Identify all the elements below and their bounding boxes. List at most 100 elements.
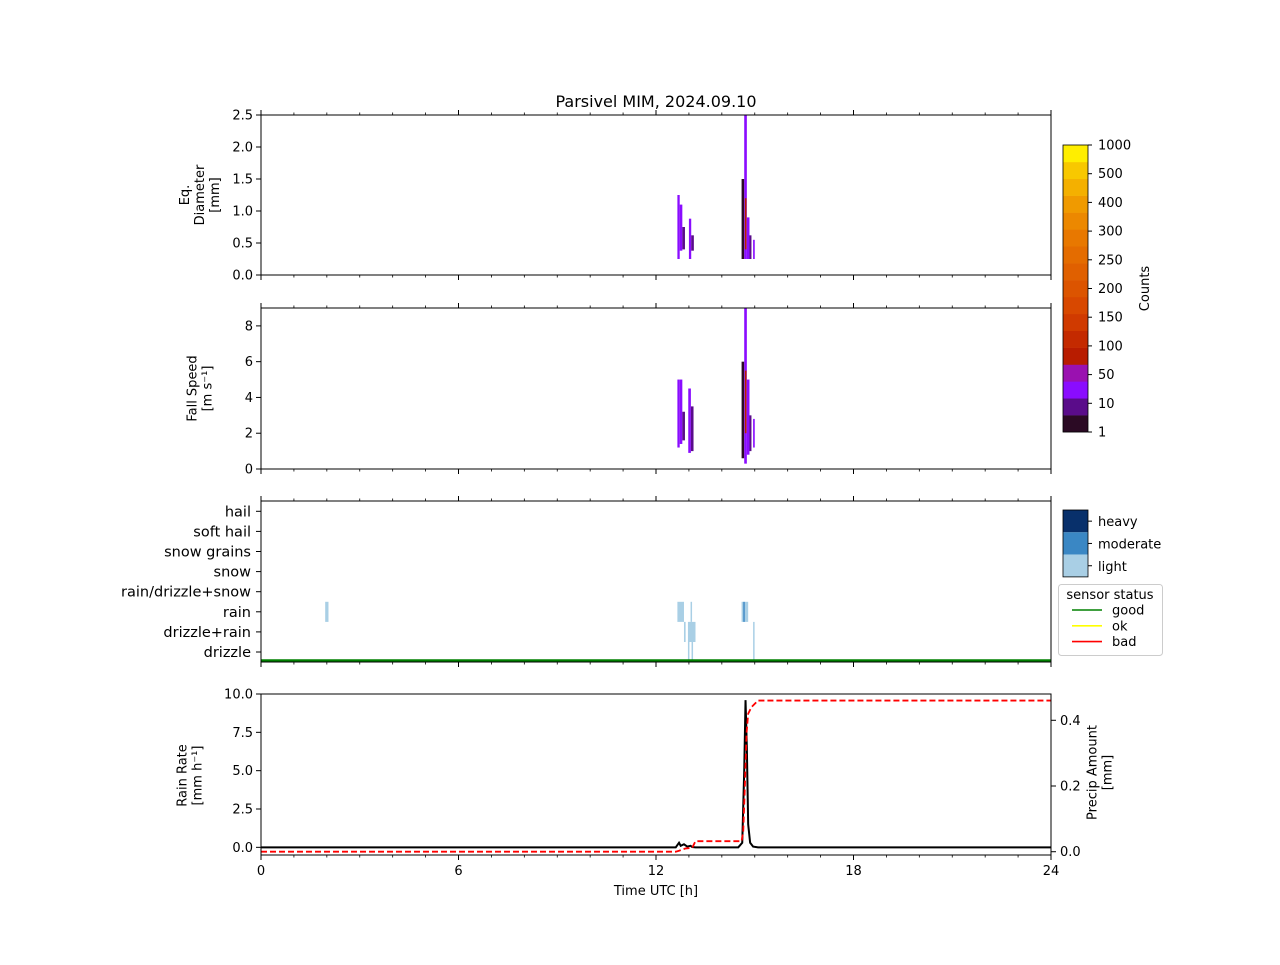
fallspeed-cell xyxy=(679,379,683,444)
y2-tick-label: 0.4 xyxy=(1060,714,1081,729)
colorbar-segment xyxy=(1063,178,1088,196)
fallspeed-cell xyxy=(753,418,755,448)
fallspeed-cell xyxy=(744,370,747,434)
colorbar-tick-label: 200 xyxy=(1098,282,1123,297)
colorbar-segment xyxy=(1063,415,1088,433)
colorbar-segment xyxy=(1063,347,1088,365)
precip-type-cell xyxy=(691,642,694,663)
y-tick-label: 7.5 xyxy=(232,726,253,741)
y-tick-label: 4 xyxy=(245,391,253,406)
fallspeed-cell xyxy=(749,415,752,452)
fallspeed-y-ticks: 0 2 4 6 8 xyxy=(245,319,261,478)
fallspeed-heatmap xyxy=(677,308,755,464)
diameter-cell xyxy=(682,227,685,250)
y-tick-label: 0 xyxy=(245,463,253,478)
y-label-line: [mm] xyxy=(1101,755,1116,790)
intensity-label: moderate xyxy=(1098,537,1161,552)
y2-tick-label: 0.0 xyxy=(1060,845,1081,860)
colorbar-segment xyxy=(1063,212,1088,230)
colorbar-tick-label: 250 xyxy=(1098,253,1123,268)
colorbar-tick-label: 1 xyxy=(1098,426,1106,441)
x-tick-label: 0 xyxy=(257,864,265,879)
fallspeed-y-label: Fall Speed [m s⁻¹] xyxy=(186,355,216,421)
sensor-legend-box xyxy=(1058,584,1163,656)
colorbar-segment xyxy=(1063,381,1088,399)
precip-type-axes-frame xyxy=(260,500,1052,663)
precip-type-cell xyxy=(744,601,749,622)
intensity-legend: heavy moderate light xyxy=(1062,509,1161,578)
precip-type-cell xyxy=(753,642,755,663)
precip-type-label: soft hail xyxy=(193,524,251,540)
diameter-cell xyxy=(688,218,692,259)
precip-amount-y-label: Precip Amount [mm] xyxy=(1086,725,1116,820)
fallspeed-cell xyxy=(690,406,694,452)
rainrate-y-ticks: 0.0 2.5 5.0 7.5 10.0 xyxy=(224,688,261,856)
colorbar-segment xyxy=(1063,263,1088,281)
fallspeed-panel: 0 2 4 6 8 Fall Speed [m s⁻¹] xyxy=(186,303,1052,478)
fallspeed-cell xyxy=(688,388,691,453)
y-tick-label: 1.0 xyxy=(232,205,253,220)
y-tick-label: 5.0 xyxy=(232,764,253,779)
colorbar-tick-label: 300 xyxy=(1098,225,1123,240)
rainrate-line xyxy=(261,700,1051,849)
precip-type-x-ticks xyxy=(260,496,1052,667)
y-tick-label: 2.5 xyxy=(232,803,253,818)
diameter-heatmap xyxy=(677,115,755,259)
x-axis-label: Time UTC [h] xyxy=(613,884,698,899)
precip-type-label: rain xyxy=(223,605,251,621)
precip-type-label: drizzle xyxy=(204,645,251,661)
precip-type-cell xyxy=(690,601,693,622)
y-label-line: [mm] xyxy=(208,177,223,212)
diameter-cell xyxy=(677,195,680,259)
colorbar-tick-label: 10 xyxy=(1098,397,1115,412)
diameter-y-ticks: 0.0 0.5 1.0 1.5 2.0 2.5 xyxy=(232,109,261,284)
colorbar-label: Counts xyxy=(1138,266,1153,312)
colorbar-tick-label: 500 xyxy=(1098,167,1123,182)
precip-type-label: hail xyxy=(225,504,251,520)
precip-amount-line xyxy=(261,699,1051,853)
figure-title: Parsivel MIM, 2024.09.10 xyxy=(555,92,756,111)
colorbar-segment xyxy=(1063,161,1088,180)
intensity-swatch xyxy=(1063,532,1088,555)
y-tick-label: 6 xyxy=(245,355,253,370)
y-tick-label: 2.0 xyxy=(232,141,253,156)
y-label-line: [m s⁻¹] xyxy=(201,366,216,412)
intensity-swatch xyxy=(1063,554,1088,577)
sensor-legend-label: good xyxy=(1112,604,1144,619)
diameter-y-label: Eq. Diameter [mm] xyxy=(178,164,223,225)
sensor-legend-label: ok xyxy=(1112,619,1128,634)
intensity-swatch xyxy=(1063,510,1088,533)
y-label-line: Diameter xyxy=(193,164,208,225)
diameter-panel: 0.0 0.5 1.0 1.5 2.0 2.5 Eq. Diameter [mm] xyxy=(178,109,1052,284)
y-tick-label: 10.0 xyxy=(224,688,253,703)
y-label-line: Fall Speed xyxy=(186,355,201,421)
precip-type-label: drizzle+rain xyxy=(163,625,251,641)
y-tick-label: 2.5 xyxy=(232,109,253,124)
intensity-label: light xyxy=(1098,560,1127,575)
rainrate-panel: 0.0 2.5 5.0 7.5 10.0 0.0 0.2 0.4 0 6 12 18 24 Rain… xyxy=(176,688,1116,900)
colorbar-segment xyxy=(1063,364,1088,382)
x-tick-label: 6 xyxy=(454,864,462,879)
diameter-cell xyxy=(746,217,750,259)
colorbar-tick-label: 50 xyxy=(1098,368,1115,383)
precip-type-cell xyxy=(743,601,745,622)
diameter-cell xyxy=(744,115,747,259)
x-tick-label: 18 xyxy=(845,864,862,879)
precip-type-label: snow grains xyxy=(164,545,251,561)
precip-type-cell xyxy=(683,621,686,642)
colorbar-segment xyxy=(1063,229,1088,247)
precip-type-label: rain/drizzle+snow xyxy=(121,585,251,601)
colorbar-tick-label: 100 xyxy=(1098,339,1123,354)
fallspeed-x-ticks xyxy=(260,303,1052,474)
y-tick-label: 0.5 xyxy=(232,237,253,252)
fallspeed-cell xyxy=(677,379,680,448)
y-label-line: Eq. xyxy=(178,185,193,206)
diameter-cell xyxy=(749,235,752,259)
y-tick-label: 1.5 xyxy=(232,173,253,188)
colorbar-segment xyxy=(1063,246,1088,264)
sensor-legend-label: bad xyxy=(1112,635,1136,650)
intensity-frame xyxy=(1062,509,1089,578)
colorbar-segment xyxy=(1063,398,1088,416)
colorbar-segment xyxy=(1063,330,1088,348)
